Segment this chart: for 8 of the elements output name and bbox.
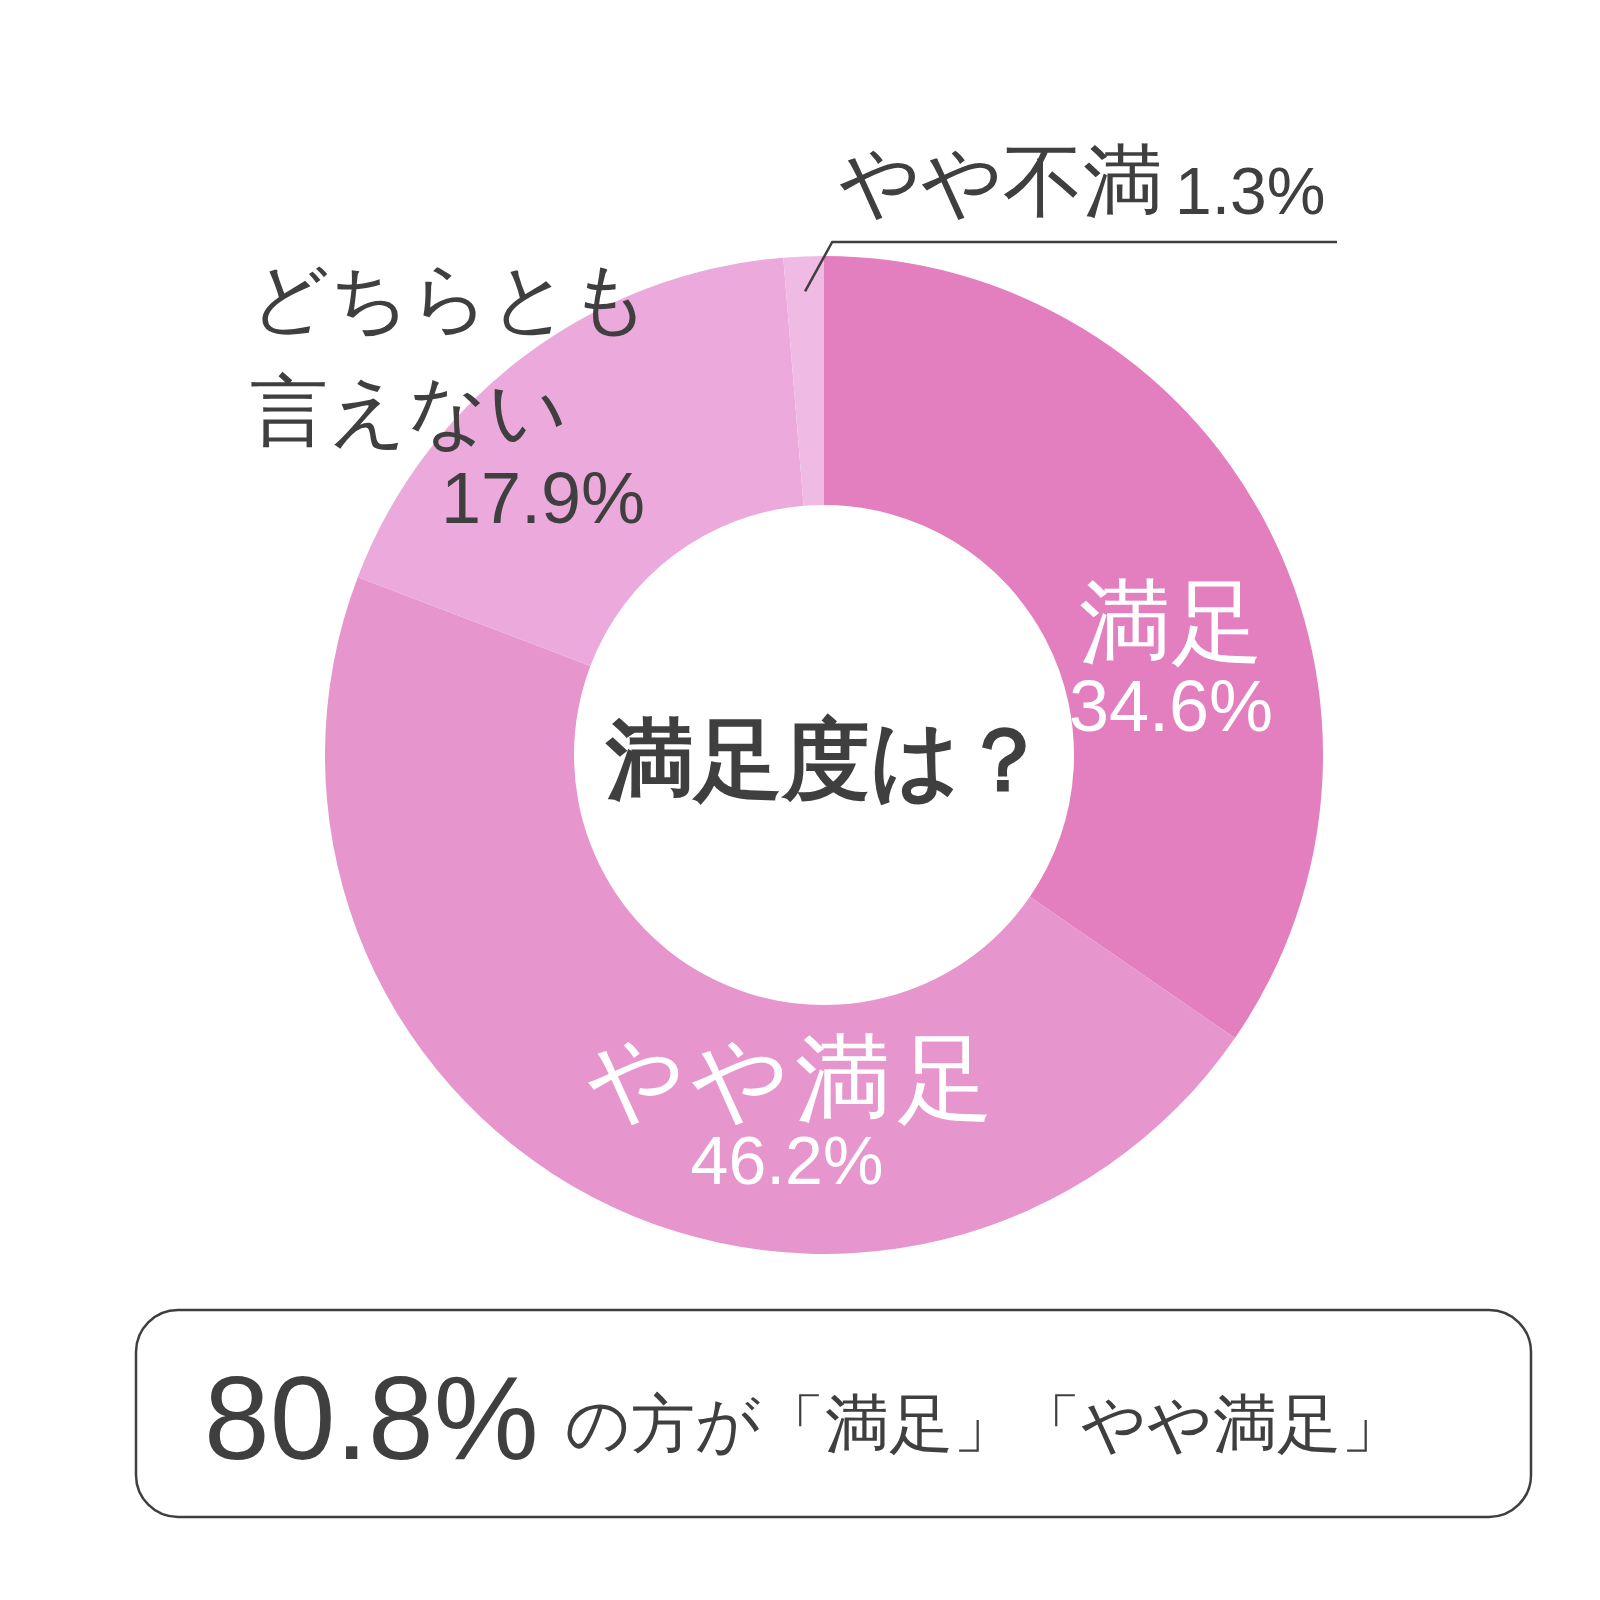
text: の方が「満足」「やや満足」: [564, 1388, 1405, 1460]
slice-label: どちらとも言えない: [250, 254, 650, 455]
text: 80.8%: [204, 1352, 539, 1484]
data-label: 17.9%: [440, 458, 646, 538]
slice-label: やや不満: [839, 136, 1163, 226]
data-label: 1.3%: [1175, 154, 1326, 228]
text: 満足度は？: [605, 709, 1048, 809]
slice-label: やや満足: [587, 1024, 999, 1132]
